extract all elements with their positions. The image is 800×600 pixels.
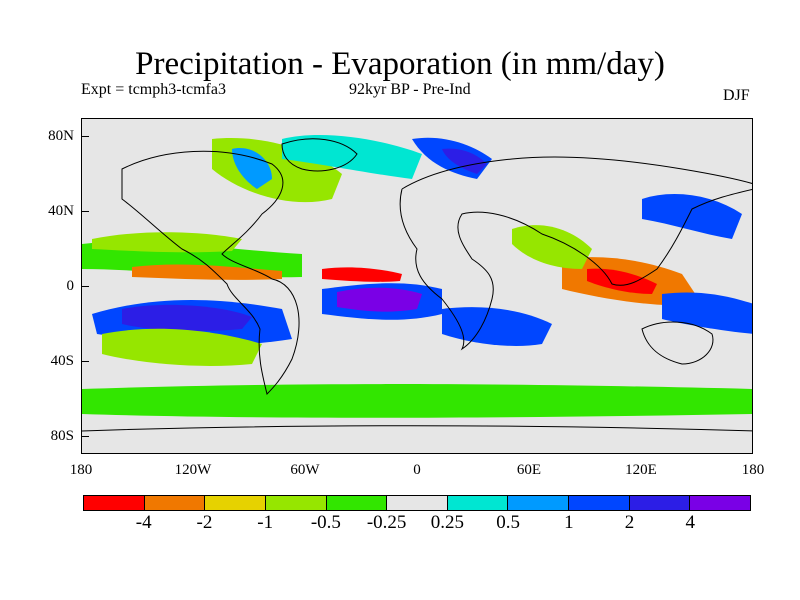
x-tick-label: 180 [741,462,765,478]
x-tick-label: 120E [625,462,657,478]
season-label: DJF [723,87,750,104]
y-tick [81,436,89,437]
colorbar-label: 0.5 [496,512,520,533]
coastlines [82,138,752,432]
map-title: Precipitation - Evaporation (in mm/day) [135,46,665,82]
x-tick-label: 180 [69,462,93,478]
colorbar-label: 4 [685,512,696,533]
y-tick-label: 0 [66,278,75,294]
colorbar-label: -4 [135,512,152,533]
colorbar-swatch [690,496,751,510]
colorbar-label: -0.25 [366,512,407,533]
y-tick [81,136,89,137]
x-tick-label: 120W [174,462,212,478]
x-tick-label: 60W [290,462,320,478]
y-tick-label: 40N [48,203,74,219]
y-tick-label: 80S [50,428,74,444]
colorbar-swatch [508,496,570,510]
y-tick [81,211,89,212]
colorbar-swatch [326,496,388,510]
colorbar-label: 2 [624,512,635,533]
colorbar-label: 1 [564,512,574,533]
x-tick-label: 60E [516,462,542,478]
colorbar-label: -2 [196,512,213,533]
colorbar-label: 0.25 [430,512,464,533]
period-label: 92kyr BP - Pre-Ind [349,81,471,98]
world-map-plot [81,118,753,454]
y-tick [81,361,89,362]
map-field-svg [82,134,752,432]
experiment-label: Expt = tcmph3-tcmfa3 [81,81,226,98]
colorbar-swatch [569,496,630,510]
colorbar-swatch [205,496,266,510]
y-tick [81,286,89,287]
y-tick-label: 80N [48,128,74,144]
colorbar-label: -1 [257,512,274,533]
x-tick-label: 0 [413,462,421,478]
colorbar-swatch [629,496,691,510]
colorbar-swatch [387,496,448,510]
colorbar-swatch [447,496,509,510]
field-shading [82,134,752,418]
colorbar-swatch [265,496,327,510]
colorbar-label: -0.5 [310,512,341,533]
y-tick-label: 40S [50,353,74,369]
colorbar [83,495,751,511]
colorbar-swatch [144,496,206,510]
colorbar-swatch [84,496,145,510]
